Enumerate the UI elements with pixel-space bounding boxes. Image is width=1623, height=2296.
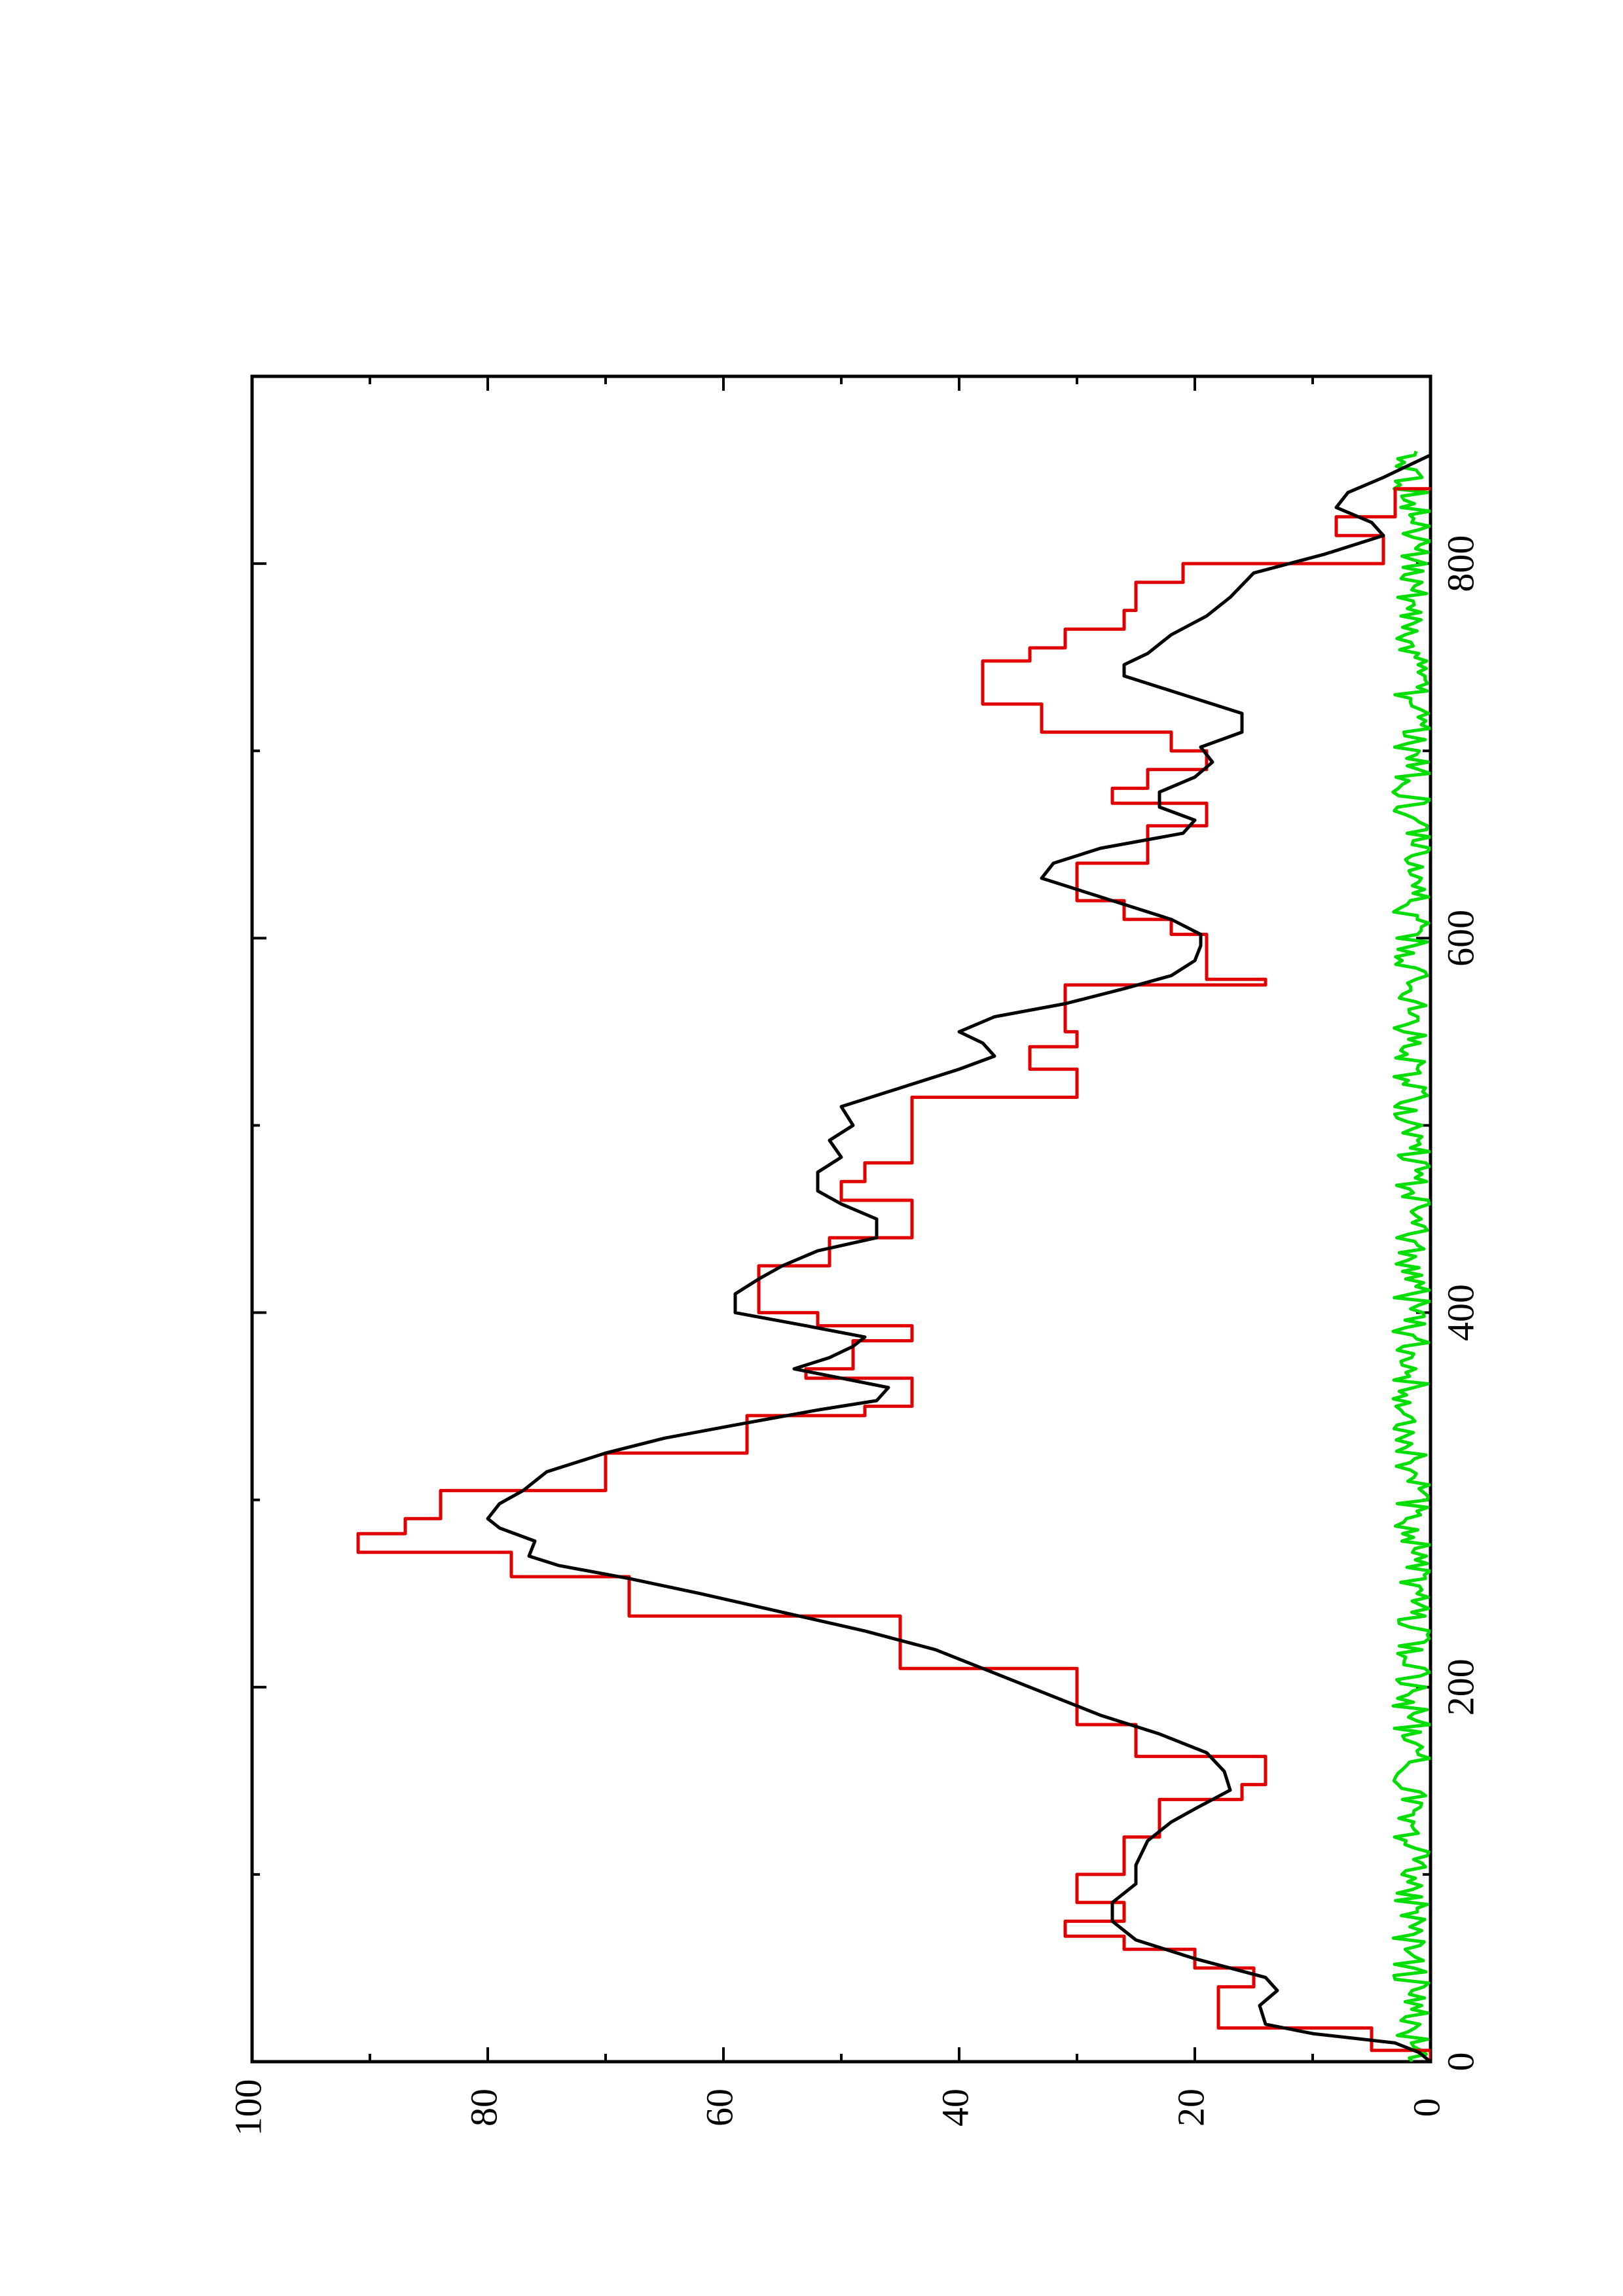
- x-tick-label: 200: [1439, 1659, 1482, 1715]
- y-tick-label: 20: [1169, 2089, 1212, 2126]
- series-red-line: [356, 487, 1431, 2062]
- y-tick-label: 60: [698, 2089, 740, 2126]
- series-green-line: [1391, 450, 1431, 2062]
- axis-ticks: [251, 376, 1432, 2063]
- y-tick-label: 80: [462, 2089, 505, 2126]
- series: [356, 450, 1431, 2062]
- x-tick-label: 800: [1439, 535, 1482, 592]
- series-black-line: [486, 453, 1431, 2062]
- plot-frame: [250, 374, 1432, 2064]
- tick-labels: 0 200 400 600 800 0 20 40 60 80 100: [227, 535, 1482, 2136]
- x-tick-label: 0: [1439, 2053, 1482, 2072]
- plot-border: [250, 374, 1432, 2064]
- x-tick-label: 400: [1439, 1284, 1482, 1341]
- y-tick-label: 100: [227, 2079, 269, 2136]
- x-tick-label: 600: [1439, 910, 1482, 967]
- y-tick-label: 0: [1405, 2098, 1448, 2117]
- y-tick-label: 40: [934, 2089, 976, 2126]
